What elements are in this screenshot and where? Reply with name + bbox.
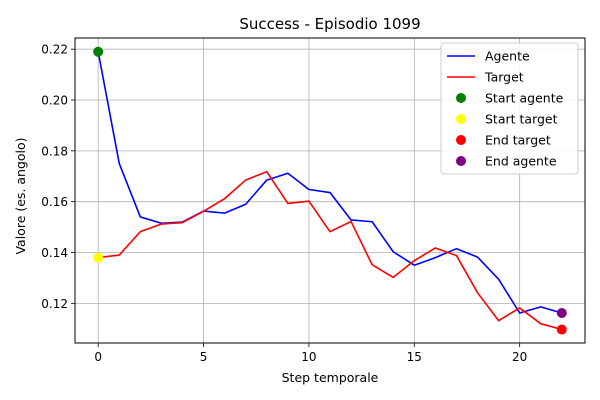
y-axis-label: Valore (es. angolo): [13, 137, 28, 254]
legend-swatch-marker: [456, 156, 466, 166]
legend-entry-label: End agente: [485, 154, 557, 169]
y-tick-label: 0.16: [41, 195, 68, 209]
y-tick-label: 0.18: [41, 144, 68, 158]
legend-swatch-marker: [456, 135, 466, 145]
axis-ticks: 0 5 10 15 20 0.12 0.14 0.16 0.18 0.20 0.22: [41, 43, 527, 364]
legend: Agente Target Start agente Start target End …: [440, 42, 579, 175]
x-tick-label: 10: [301, 350, 316, 364]
marker-end-target: [556, 324, 567, 335]
legend-entry-label: Start agente: [485, 91, 564, 106]
x-tick-label: 0: [94, 350, 102, 364]
legend-entry-label: Start target: [485, 112, 558, 127]
x-axis-label: Step temporale: [282, 370, 379, 385]
y-tick-label: 0.22: [41, 43, 68, 57]
legend-entry-label: Target: [484, 70, 524, 85]
legend-entry-label: End target: [485, 133, 551, 148]
marker-start-agente: [93, 46, 104, 57]
legend-frame: [440, 42, 579, 175]
y-tick-label: 0.12: [41, 297, 68, 311]
plot-frame: [74, 37, 586, 344]
legend-swatch-marker: [456, 114, 466, 124]
marker-start-target: [93, 252, 104, 263]
series-line-target: [98, 170, 563, 331]
endpoint-markers: [93, 46, 567, 335]
legend-swatch-marker: [456, 93, 466, 103]
x-tick-label: 20: [512, 350, 527, 364]
chart-title: Success - Episodio 1099: [239, 15, 420, 33]
y-tick-label: 0.14: [41, 246, 68, 260]
series-lines: [97, 51, 563, 331]
marker-end-agente: [556, 308, 567, 319]
x-tick-label: 5: [200, 350, 208, 364]
x-tick-label: 15: [407, 350, 422, 364]
y-tick-label: 0.20: [41, 94, 68, 108]
legend-entry-label: Agente: [485, 49, 530, 64]
